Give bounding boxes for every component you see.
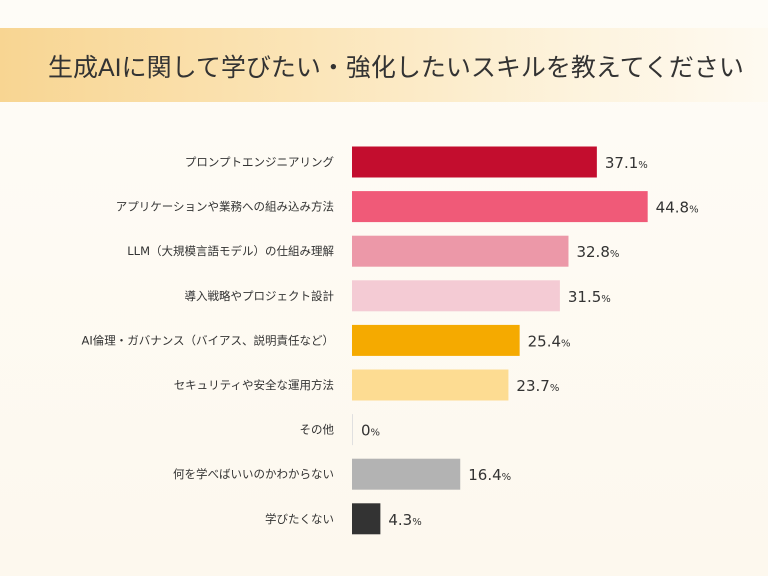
bar — [352, 503, 381, 535]
bar — [352, 235, 569, 267]
value-label: 44.8% — [656, 199, 699, 217]
value-unit: % — [689, 205, 699, 216]
value-label: 23.7% — [516, 377, 559, 395]
category-label: その他 — [300, 423, 335, 437]
category-label: 何を学べばいいのかわからない — [173, 467, 334, 481]
category-label: AI倫理・ガバナンス（バイアス、説明責任など） — [81, 333, 334, 347]
value-label: 25.4% — [528, 332, 571, 350]
value-unit: % — [638, 160, 648, 171]
value-label: 16.4% — [468, 466, 511, 484]
value-unit: % — [610, 249, 620, 260]
value-unit: % — [371, 428, 381, 439]
value-unit: % — [561, 338, 571, 349]
value-unit: % — [412, 517, 422, 528]
category-label: プロンプトエンジニアリング — [185, 155, 335, 169]
category-label: 導入戦略やプロジェクト設計 — [185, 289, 335, 303]
value-number: 31.5 — [568, 288, 601, 306]
value-label: 31.5% — [568, 288, 611, 306]
bar — [352, 324, 520, 356]
bar — [352, 280, 560, 312]
value-number: 32.8 — [576, 243, 609, 261]
value-number: 4.3 — [388, 511, 412, 529]
value-unit: % — [550, 383, 560, 394]
value-label: 32.8% — [576, 243, 619, 261]
category-label: 学びたくない — [265, 512, 334, 526]
value-label: 37.1% — [605, 154, 648, 172]
chart-title: 生成AIに関して学びたい・強化したいスキルを教えてください — [48, 54, 744, 82]
value-number: 44.8 — [656, 199, 689, 217]
category-label: LLM（大規模言語モデル）の仕組み理解 — [127, 244, 334, 258]
value-number: 0 — [361, 422, 371, 440]
bar — [352, 458, 461, 490]
bar — [352, 191, 648, 223]
title-banner — [0, 28, 768, 102]
bar — [352, 369, 509, 401]
value-label: 0% — [361, 422, 380, 440]
value-number: 23.7 — [516, 377, 549, 395]
value-number: 16.4 — [468, 466, 501, 484]
category-label: アプリケーションや業務への組み込み方法 — [116, 200, 334, 214]
value-number: 25.4 — [528, 332, 561, 350]
bar — [352, 414, 353, 446]
value-label: 4.3% — [388, 511, 421, 529]
value-number: 37.1 — [605, 154, 638, 172]
category-label: セキュリティや安全な運用方法 — [174, 378, 334, 392]
value-unit: % — [601, 294, 611, 305]
bar — [352, 146, 597, 178]
value-unit: % — [502, 472, 512, 483]
